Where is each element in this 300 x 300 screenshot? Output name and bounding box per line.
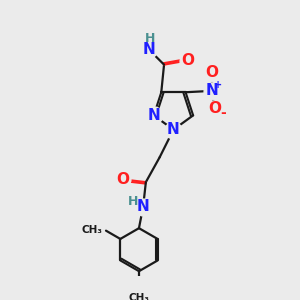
Text: N: N: [206, 83, 218, 98]
Text: N: N: [147, 108, 160, 123]
Text: CH₃: CH₃: [82, 225, 103, 235]
Text: H: H: [145, 32, 155, 46]
Text: +: +: [214, 80, 222, 90]
Text: -: -: [220, 106, 226, 120]
Text: CH₃: CH₃: [128, 293, 149, 300]
Text: O: O: [205, 65, 218, 80]
Text: N: N: [137, 200, 149, 214]
Text: O: O: [181, 53, 194, 68]
Text: H: H: [128, 196, 138, 208]
Text: N: N: [142, 42, 155, 57]
Text: N: N: [167, 122, 180, 137]
Text: O: O: [208, 101, 221, 116]
Text: O: O: [116, 172, 129, 187]
